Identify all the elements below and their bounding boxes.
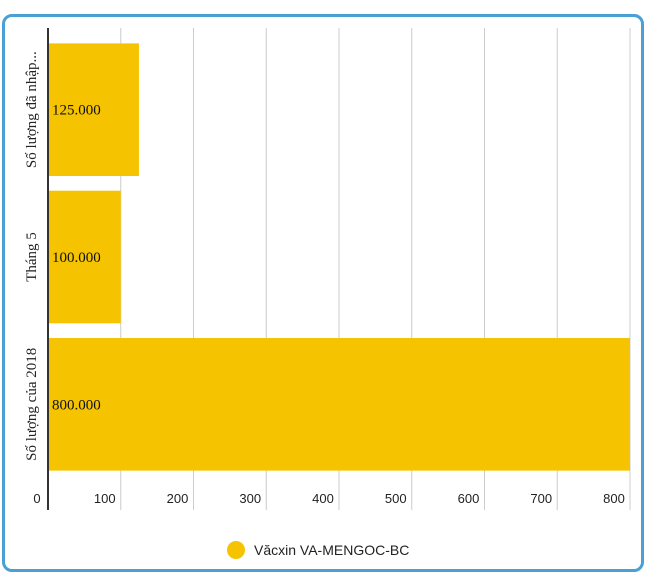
x-tick-labels: 0 100 200 300 400 500 600 700 800 <box>33 491 624 506</box>
category-labels: Số lượng đã nhập... Tháng 5 Số lượng của 2… <box>24 51 40 461</box>
data-labels: 125.000 100.000 800.000 <box>52 103 101 414</box>
legend: Văcxin VA-MENGOC-BC <box>227 541 409 559</box>
x-tick-label: 600 <box>458 491 480 506</box>
x-tick-label: 200 <box>167 491 189 506</box>
category-label: Tháng 5 <box>24 232 40 282</box>
x-tick-label: 100 <box>94 491 116 506</box>
data-label: 100.000 <box>52 250 101 266</box>
legend-label: Văcxin VA-MENGOC-BC <box>254 542 409 558</box>
x-tick-label: 500 <box>385 491 407 506</box>
x-tick-label: 300 <box>239 491 261 506</box>
bar-2 <box>48 338 630 471</box>
x-tick-label: 800 <box>603 491 625 506</box>
data-label: 800.000 <box>52 397 101 413</box>
x-tick-label: 400 <box>312 491 334 506</box>
legend-marker <box>227 541 245 559</box>
bars <box>48 43 630 471</box>
bar-0 <box>48 43 139 176</box>
x-tick-label: 700 <box>530 491 552 506</box>
bar-1 <box>48 190 121 324</box>
category-label: Số lượng của 2018 <box>24 348 40 461</box>
category-label: Số lượng đã nhập... <box>24 51 40 168</box>
x-tick-label: 0 <box>33 491 40 506</box>
data-label: 125.000 <box>52 103 101 119</box>
